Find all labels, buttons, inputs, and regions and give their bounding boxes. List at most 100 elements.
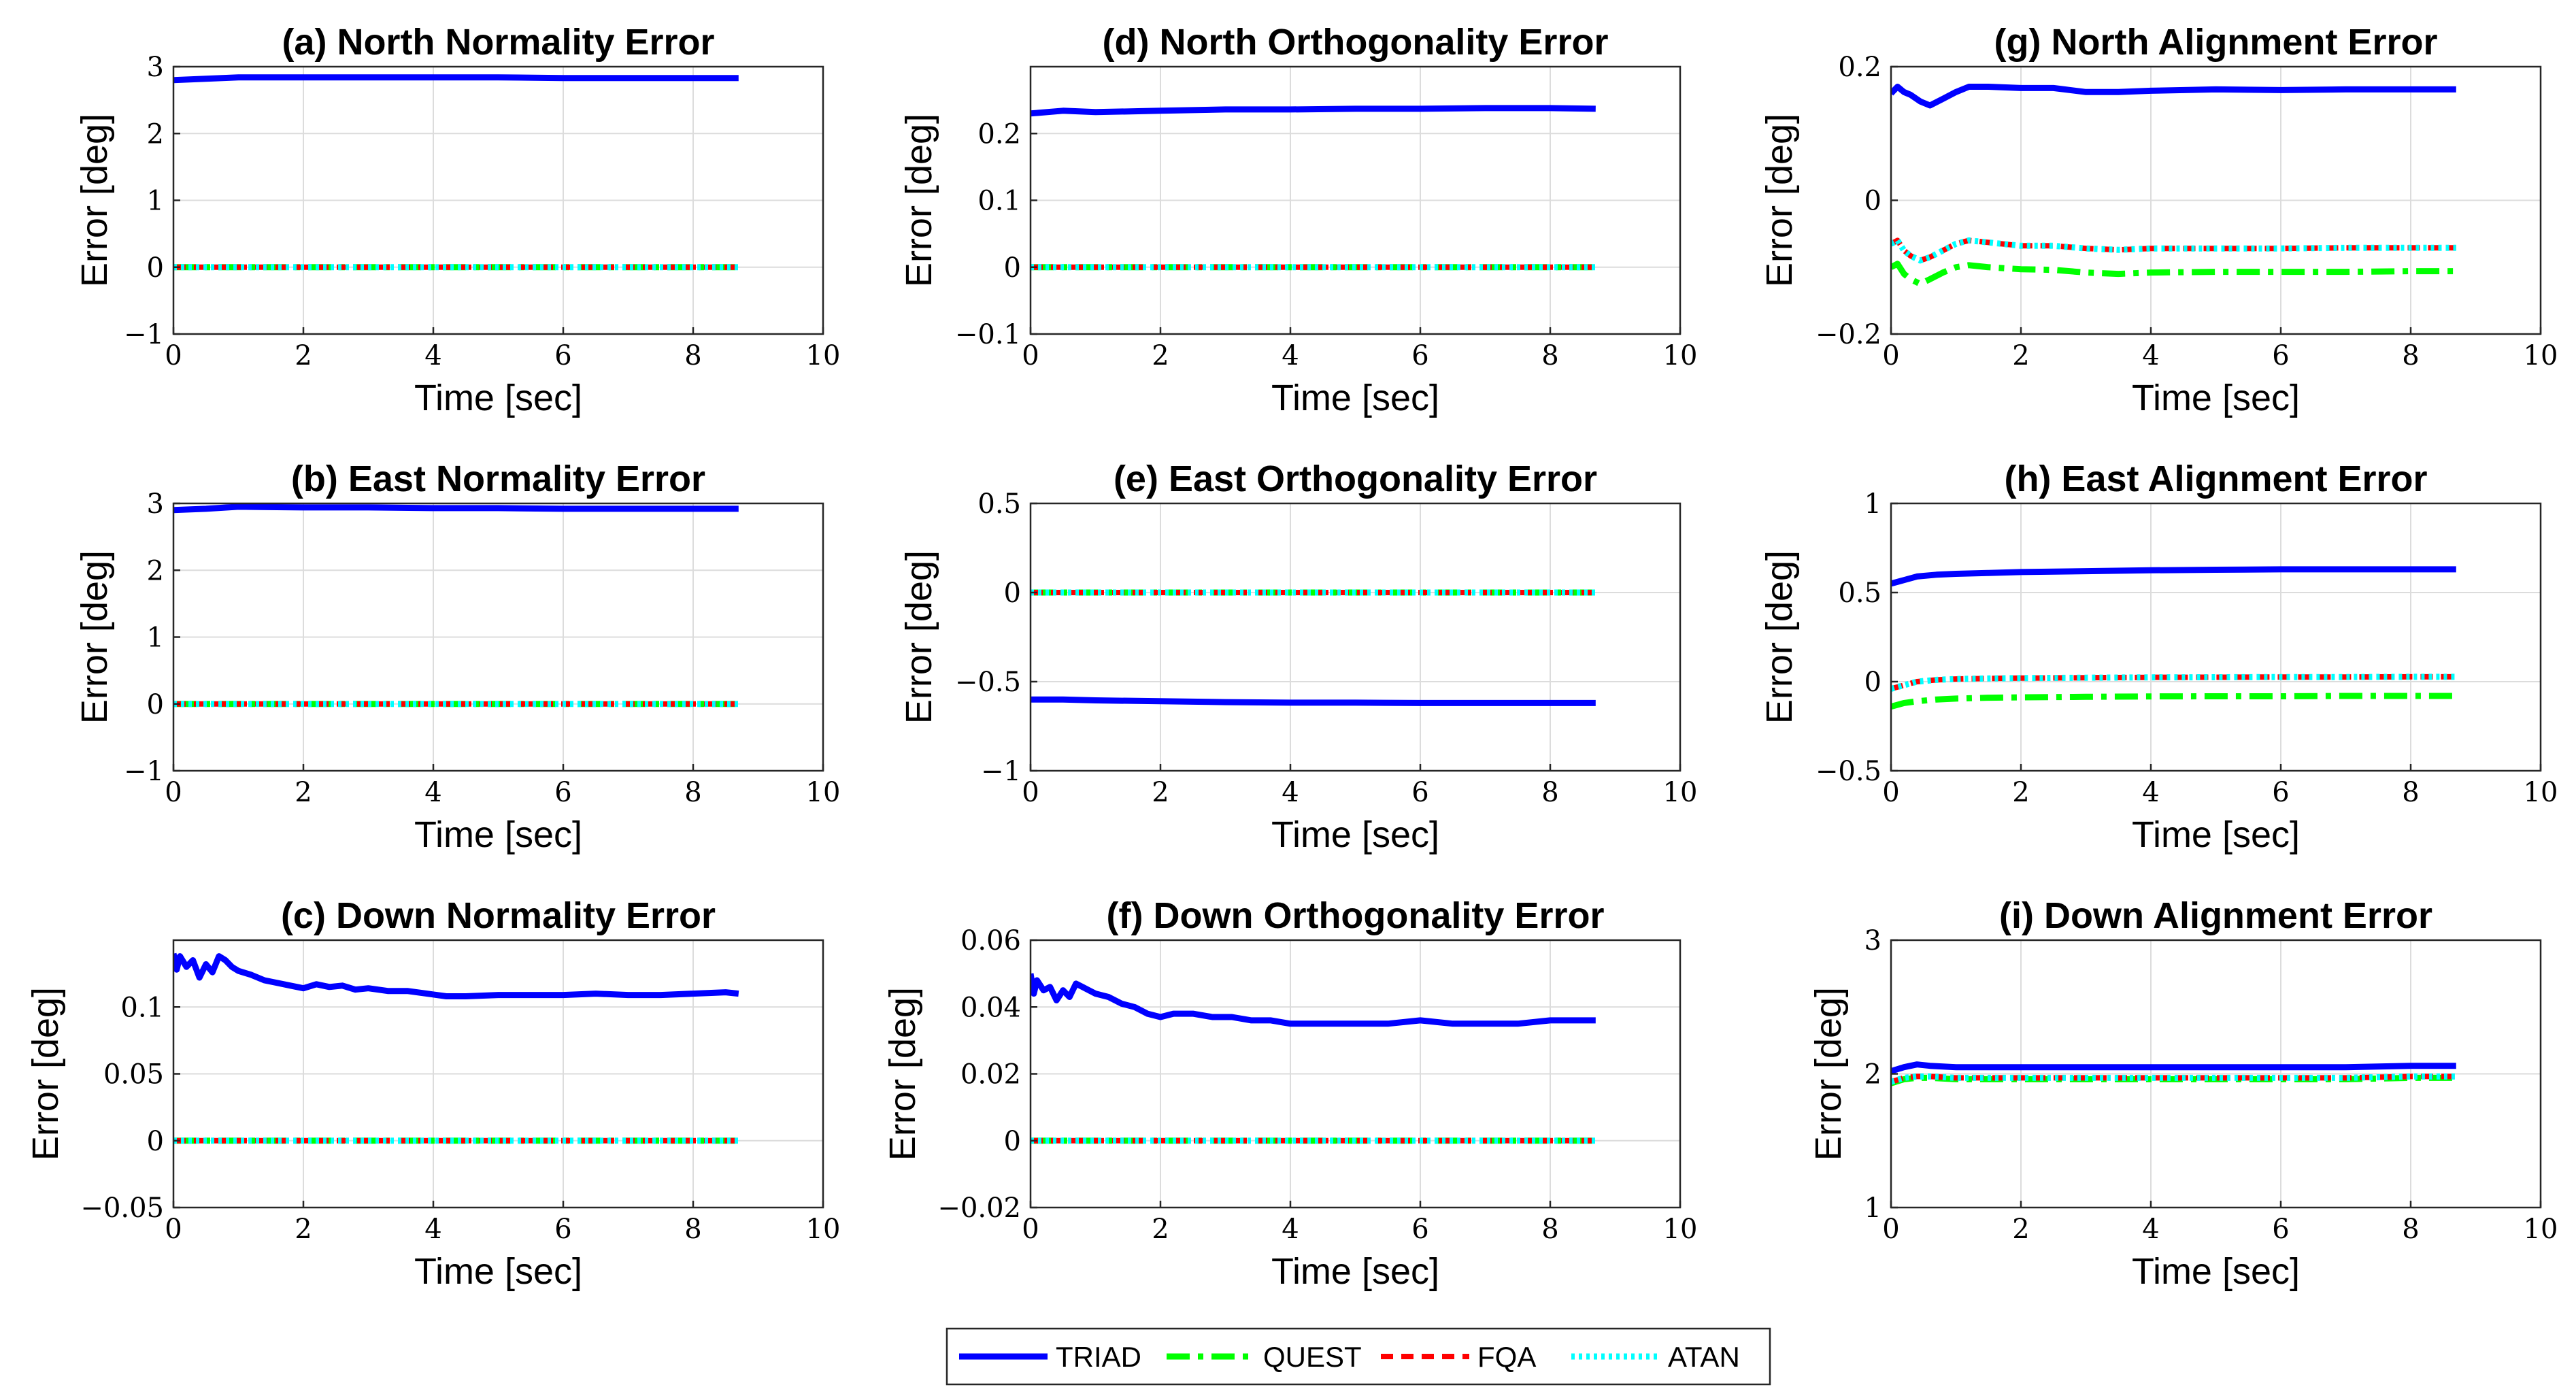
legend-label: ATAN bbox=[1668, 1341, 1740, 1373]
axes-box bbox=[1890, 502, 2542, 772]
x-axis-label: Time [sec] bbox=[2132, 378, 2300, 418]
x-tick-label: 4 bbox=[424, 1214, 441, 1245]
series-group bbox=[1891, 84, 2456, 287]
y-axis-label: Error [deg] bbox=[1759, 550, 1800, 724]
x-tick-label: 2 bbox=[295, 777, 312, 808]
y-tick-label: 0.1 bbox=[977, 186, 1021, 217]
series-triad-line bbox=[1031, 105, 1596, 117]
x-tick-label: 4 bbox=[2142, 1214, 2159, 1245]
y-axis-label: Error [deg] bbox=[74, 550, 115, 724]
series-triad-line bbox=[1031, 973, 1596, 1027]
series-group bbox=[173, 952, 739, 1144]
legend-entry-triad: TRIAD bbox=[959, 1341, 1141, 1373]
panel-title: (e) East Orthogonality Error bbox=[1114, 459, 1597, 499]
legend-entry-quest: QUEST bbox=[1167, 1341, 1362, 1373]
x-tick-label: 2 bbox=[1152, 1214, 1169, 1245]
legend-label: QUEST bbox=[1263, 1341, 1362, 1373]
series-group bbox=[173, 503, 739, 708]
y-tick-label: 1 bbox=[147, 186, 164, 217]
x-tick-label: 0 bbox=[1882, 340, 1899, 371]
x-tick-label: 2 bbox=[2012, 777, 2029, 808]
series-triad-line bbox=[1891, 84, 2456, 109]
x-axis-label: Time [sec] bbox=[2132, 1251, 2300, 1292]
series-atan-line bbox=[1891, 1073, 2456, 1085]
x-tick-label: 4 bbox=[424, 340, 441, 371]
series-group bbox=[1031, 105, 1596, 271]
y-tick-label: −0.1 bbox=[955, 319, 1021, 350]
x-tick-label: 0 bbox=[165, 340, 182, 371]
x-tick-label: 8 bbox=[2402, 340, 2419, 371]
y-tick-label: 0.2 bbox=[977, 118, 1021, 150]
x-tick-label: 2 bbox=[295, 1214, 312, 1245]
y-tick-label: 0.2 bbox=[1838, 52, 1881, 83]
x-axis-label: Time [sec] bbox=[1271, 814, 1439, 855]
x-tick-label: 8 bbox=[684, 777, 701, 808]
x-tick-label: 2 bbox=[1152, 777, 1169, 808]
y-tick-label: 0 bbox=[1864, 186, 1881, 217]
x-tick-label: 0 bbox=[1022, 1214, 1039, 1245]
legend-label: FQA bbox=[1477, 1341, 1536, 1373]
y-tick-label: 3 bbox=[147, 488, 164, 520]
series-atan-line bbox=[1891, 237, 2456, 264]
y-tick-label: −1 bbox=[124, 756, 164, 787]
legend-entry-atan: ATAN bbox=[1571, 1341, 1740, 1373]
y-tick-label: 0 bbox=[1864, 667, 1881, 698]
legend-entry-fqa: FQA bbox=[1381, 1341, 1536, 1373]
legend: TRIAD QUEST FQA ATAN bbox=[946, 1327, 1771, 1386]
y-axis-label: Error [deg] bbox=[25, 987, 66, 1161]
panel-title: (b) East Normality Error bbox=[291, 459, 705, 499]
x-tick-label: 0 bbox=[165, 777, 182, 808]
y-tick-label: −1 bbox=[124, 319, 164, 350]
x-tick-label: 8 bbox=[1541, 340, 1558, 371]
x-tick-label: 4 bbox=[1282, 1214, 1299, 1245]
y-axis-label: Error [deg] bbox=[899, 114, 939, 287]
x-axis-label: Time [sec] bbox=[1271, 378, 1439, 418]
legend-label: TRIAD bbox=[1056, 1341, 1141, 1373]
x-tick-label: 6 bbox=[554, 340, 571, 371]
x-tick-label: 10 bbox=[2524, 1214, 2558, 1245]
y-tick-label: 1 bbox=[1864, 488, 1881, 520]
y-tick-label: 0.04 bbox=[960, 992, 1021, 1023]
x-tick-label: 10 bbox=[2524, 340, 2558, 371]
x-tick-label: 6 bbox=[2272, 340, 2289, 371]
x-tick-label: 2 bbox=[1152, 340, 1169, 371]
x-tick-label: 10 bbox=[806, 340, 841, 371]
y-axis-label: Error [deg] bbox=[1808, 987, 1849, 1161]
x-tick-label: 0 bbox=[165, 1214, 182, 1245]
y-axis-label: Error [deg] bbox=[1759, 114, 1800, 287]
series-group bbox=[1031, 589, 1596, 706]
y-axis-label: Error [deg] bbox=[74, 114, 115, 287]
y-tick-label: 0.02 bbox=[960, 1059, 1021, 1091]
x-tick-label: 4 bbox=[1282, 340, 1299, 371]
y-tick-label: 3 bbox=[147, 52, 164, 83]
series-triad-line bbox=[1891, 566, 2456, 587]
y-tick-label: −1 bbox=[981, 756, 1021, 787]
y-tick-label: −0.05 bbox=[80, 1193, 164, 1224]
plot-area bbox=[1031, 503, 1680, 771]
x-tick-label: 8 bbox=[2402, 1214, 2419, 1245]
series-group bbox=[1891, 1061, 2456, 1086]
y-tick-label: 0 bbox=[147, 252, 164, 284]
series-atan-line bbox=[1891, 673, 2456, 692]
axes-box bbox=[1029, 502, 1682, 772]
y-tick-label: 2 bbox=[1864, 1059, 1881, 1091]
y-tick-label: 3 bbox=[1864, 925, 1881, 956]
x-tick-label: 10 bbox=[806, 1214, 841, 1245]
x-axis-label: Time [sec] bbox=[414, 1251, 582, 1292]
x-tick-label: 4 bbox=[1282, 777, 1299, 808]
y-tick-label: 0.5 bbox=[977, 488, 1021, 520]
y-tick-label: 0.06 bbox=[960, 925, 1021, 956]
panel-title: (c) Down Normality Error bbox=[281, 895, 716, 936]
x-tick-label: 4 bbox=[2142, 340, 2159, 371]
x-tick-label: 6 bbox=[2272, 1214, 2289, 1245]
x-tick-label: 6 bbox=[2272, 777, 2289, 808]
panel-title: (d) North Orthogonality Error bbox=[1103, 22, 1609, 63]
x-tick-label: 6 bbox=[554, 777, 571, 808]
series-group bbox=[173, 74, 739, 271]
y-tick-label: 0 bbox=[1004, 1126, 1021, 1157]
x-tick-label: 6 bbox=[1411, 340, 1428, 371]
